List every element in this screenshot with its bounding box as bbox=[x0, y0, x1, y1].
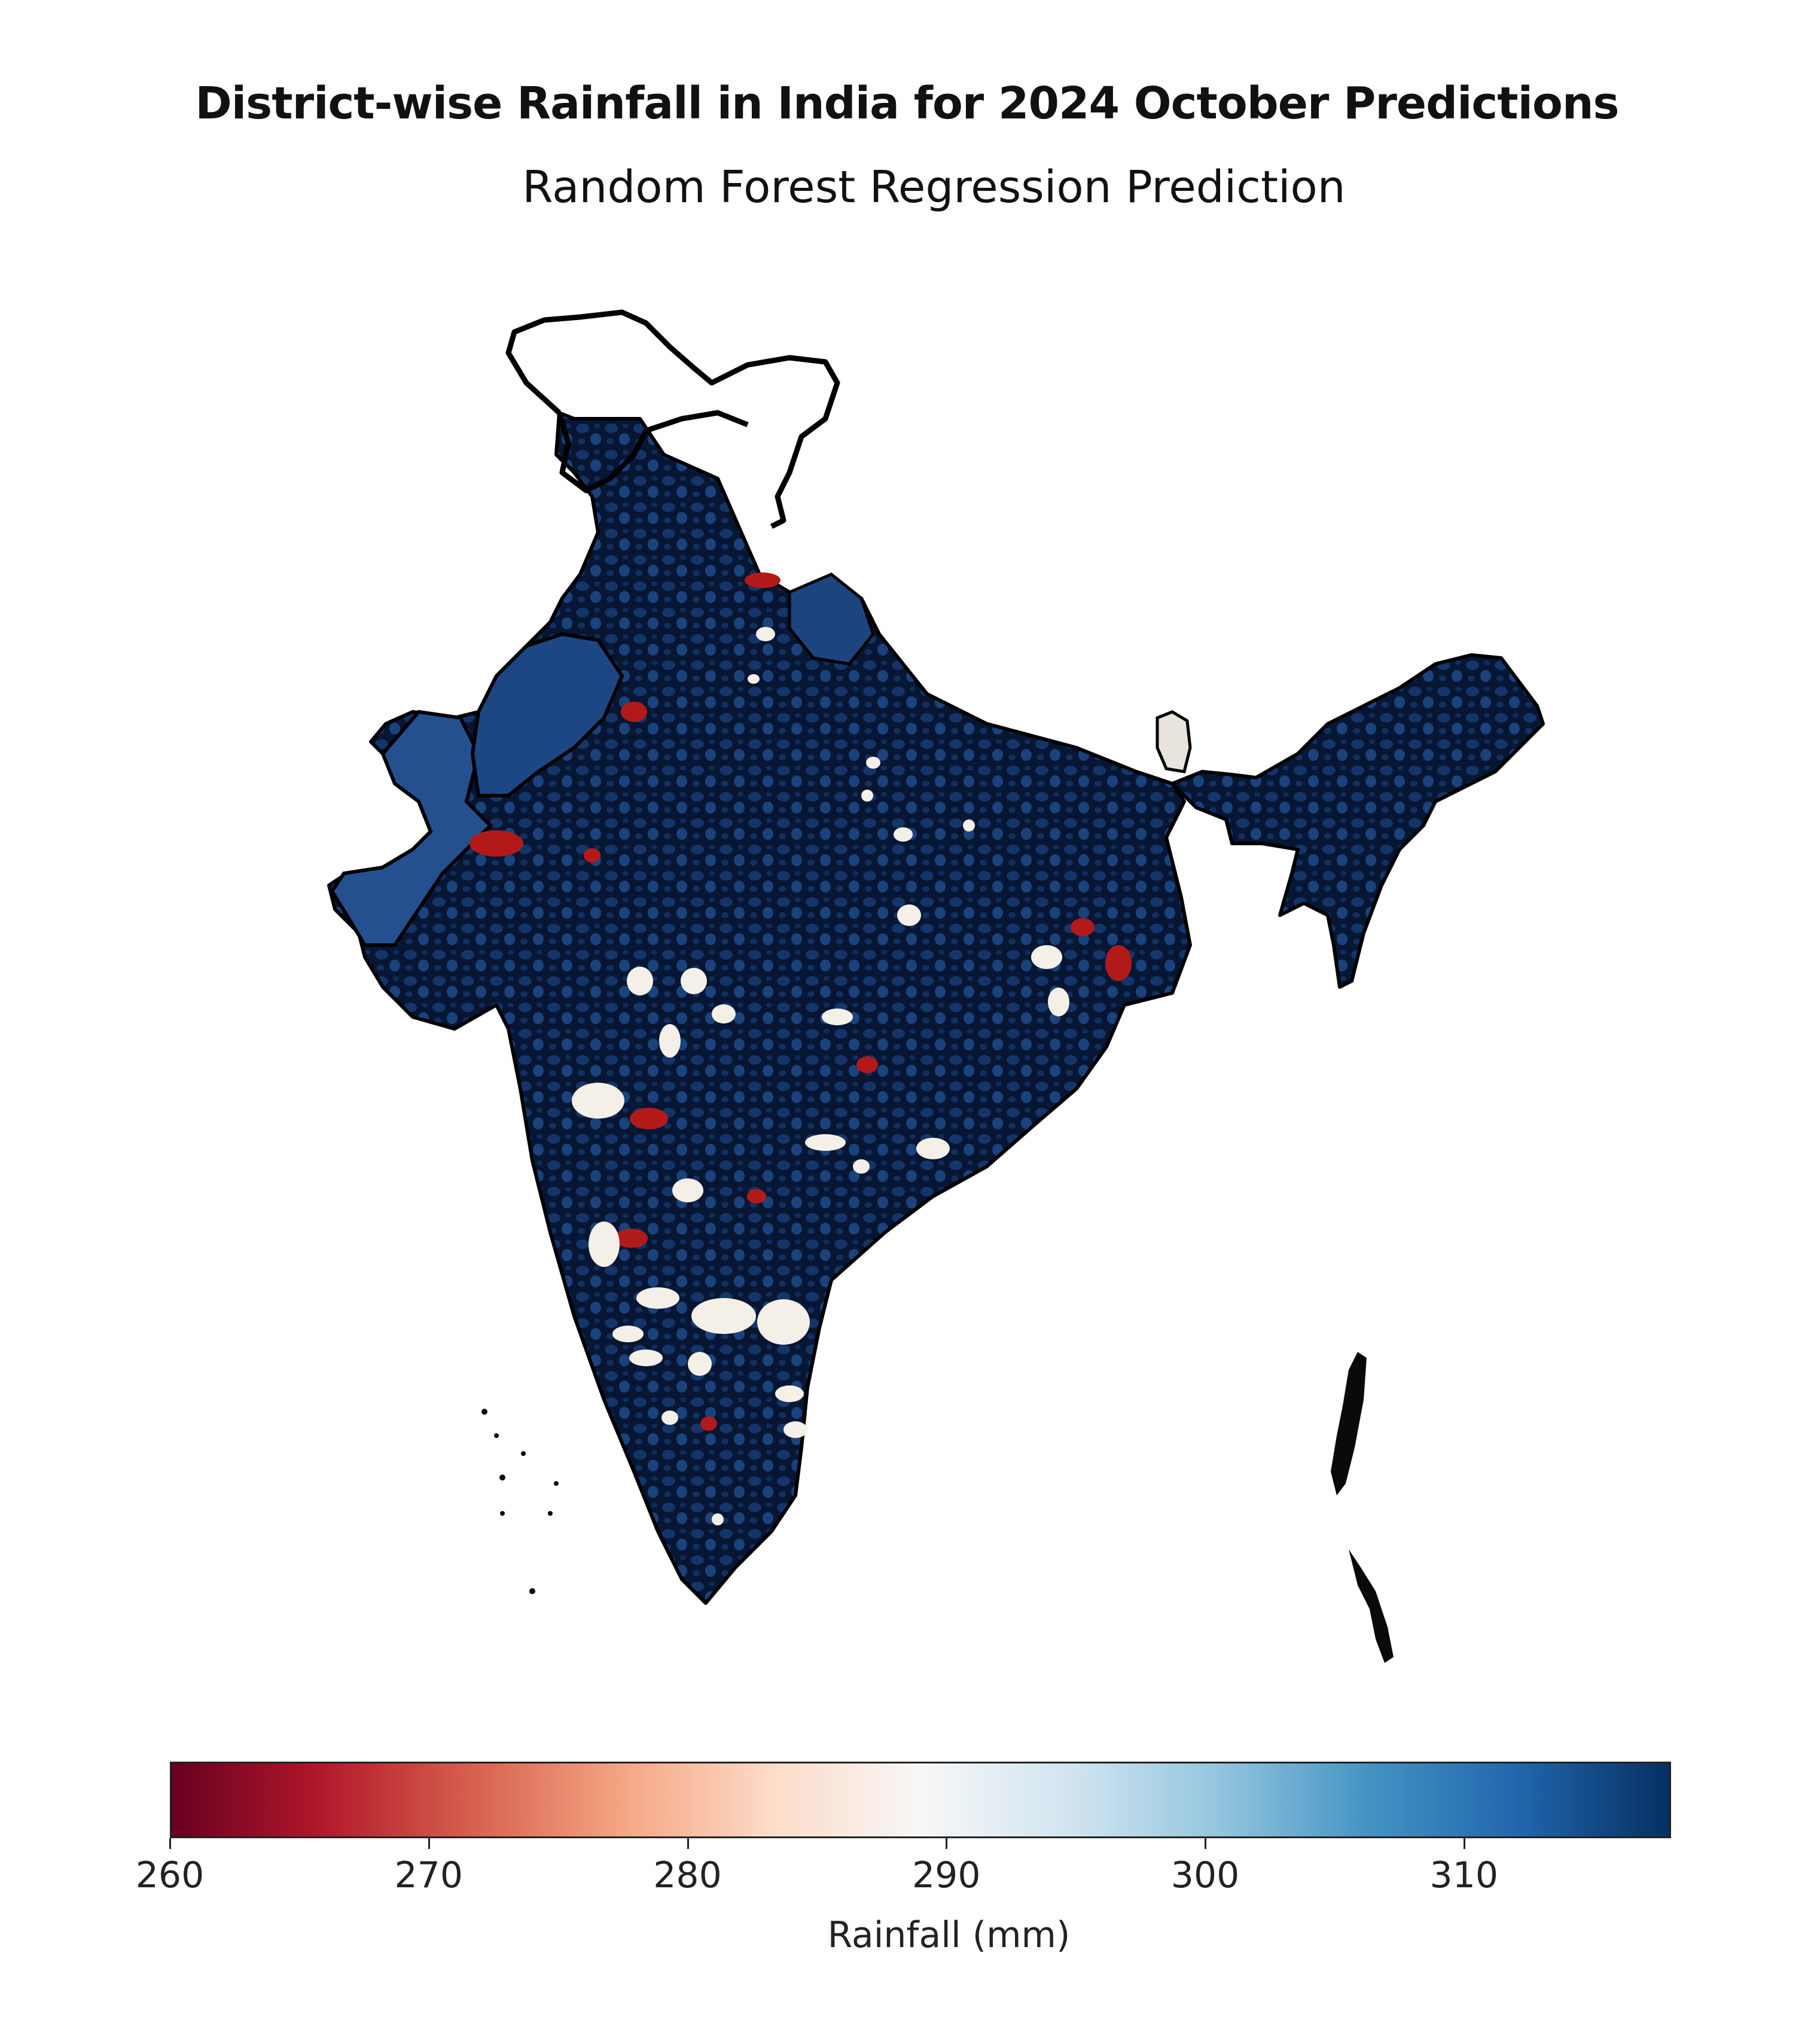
chart-title: District-wise Rainfall in India for 2024… bbox=[195, 78, 1619, 129]
low-rainfall-district bbox=[745, 572, 781, 588]
colorbar-tick-label: 270 bbox=[394, 1854, 464, 1896]
mid-rainfall-district bbox=[672, 1178, 703, 1202]
mid-rainfall-district bbox=[757, 1299, 810, 1345]
mid-rainfall-district bbox=[681, 968, 707, 994]
colorbar-tick-label: 260 bbox=[135, 1854, 205, 1896]
mid-rainfall-district bbox=[805, 1134, 846, 1151]
northeast-border-region bbox=[788, 572, 875, 666]
mid-rainfall-district bbox=[691, 1298, 756, 1334]
low-rainfall-district bbox=[700, 1417, 717, 1431]
lakshadweep-island bbox=[499, 1475, 505, 1481]
colorbar-tick-label: 300 bbox=[1170, 1854, 1240, 1896]
colorbar-tick-label: 310 bbox=[1429, 1854, 1499, 1896]
andaman-islands bbox=[1331, 1352, 1367, 1495]
low-rainfall-district bbox=[584, 848, 600, 863]
lakshadweep-island bbox=[548, 1511, 553, 1516]
mid-rainfall-district bbox=[1048, 988, 1069, 1016]
mid-rainfall-district bbox=[963, 820, 975, 831]
lakshadweep-island bbox=[554, 1481, 559, 1486]
mid-rainfall-district bbox=[688, 1352, 712, 1376]
colorbar-tick bbox=[1205, 1838, 1207, 1849]
colorbar-tick bbox=[1463, 1838, 1465, 1849]
lakshadweep-island bbox=[500, 1511, 505, 1516]
mid-rainfall-district bbox=[636, 1287, 679, 1309]
low-rainfall-district bbox=[614, 1229, 648, 1248]
mid-rainfall-district bbox=[572, 1083, 624, 1119]
northeast-shape bbox=[1170, 653, 1545, 989]
lakshadweep-island bbox=[494, 1433, 499, 1438]
kashmir-outline bbox=[505, 309, 840, 529]
nicobar-islands bbox=[1349, 1549, 1394, 1663]
low-rainfall-district bbox=[621, 702, 647, 722]
mid-rainfall-district bbox=[1031, 945, 1062, 969]
kashmir-boundary bbox=[505, 309, 840, 529]
mid-rainfall-district bbox=[783, 1421, 807, 1438]
mid-rainfall-district bbox=[861, 790, 873, 802]
mid-rainfall-district bbox=[612, 1326, 644, 1342]
mid-rainfall-district bbox=[756, 627, 775, 641]
mid-rainfall-district bbox=[659, 1024, 681, 1058]
colorbar-tick bbox=[687, 1838, 689, 1849]
mid-rainfall-district bbox=[627, 967, 653, 995]
sikkim-region bbox=[1156, 710, 1192, 773]
rajasthan-region bbox=[470, 632, 624, 797]
colorbar-tick bbox=[428, 1838, 430, 1849]
low-rainfall-districts bbox=[469, 572, 1132, 1431]
low-rainfall-district bbox=[469, 830, 523, 857]
mid-rainfall-districts bbox=[572, 627, 1069, 1525]
mid-rainfall-district bbox=[589, 1221, 620, 1267]
low-rainfall-district bbox=[1105, 945, 1132, 981]
mid-rainfall-district bbox=[894, 827, 913, 842]
colorbar-label: Rainfall (mm) bbox=[827, 1914, 1071, 1956]
lakshadweep-island bbox=[529, 1588, 535, 1594]
mid-rainfall-district bbox=[775, 1385, 804, 1402]
low-rainfall-district bbox=[747, 1189, 766, 1204]
mid-rainfall-district bbox=[866, 757, 880, 769]
low-rainfall-district bbox=[856, 1056, 878, 1073]
mid-rainfall-district bbox=[712, 1513, 724, 1525]
mid-rainfall-district bbox=[853, 1159, 870, 1174]
lakshadweep-island bbox=[481, 1409, 487, 1415]
island-territories bbox=[481, 1352, 1394, 1663]
northeast-india bbox=[1156, 653, 1545, 989]
mid-rainfall-district bbox=[629, 1350, 663, 1366]
colorbar-tick-label: 280 bbox=[653, 1854, 722, 1896]
mid-rainfall-district bbox=[897, 904, 921, 926]
colorbar bbox=[170, 1762, 1671, 1838]
mainland-india bbox=[327, 411, 1192, 1605]
chart-subtitle: Random Forest Regression Prediction bbox=[522, 162, 1346, 213]
india-district-map bbox=[327, 309, 1545, 1663]
low-rainfall-district bbox=[630, 1108, 668, 1129]
kashmir-inner-boundary bbox=[556, 410, 749, 494]
lakshadweep-island bbox=[521, 1451, 526, 1456]
mid-rainfall-district bbox=[712, 1004, 736, 1023]
low-rainfall-district bbox=[1071, 918, 1095, 936]
colorbar-tick bbox=[946, 1838, 948, 1849]
mid-rainfall-district bbox=[661, 1411, 678, 1425]
mid-rainfall-district bbox=[916, 1138, 950, 1159]
colorbar-tick bbox=[169, 1838, 171, 1849]
colorbar-tick-label: 290 bbox=[912, 1854, 981, 1896]
mid-rainfall-district bbox=[748, 674, 760, 684]
mid-rainfall-district bbox=[822, 1009, 853, 1025]
